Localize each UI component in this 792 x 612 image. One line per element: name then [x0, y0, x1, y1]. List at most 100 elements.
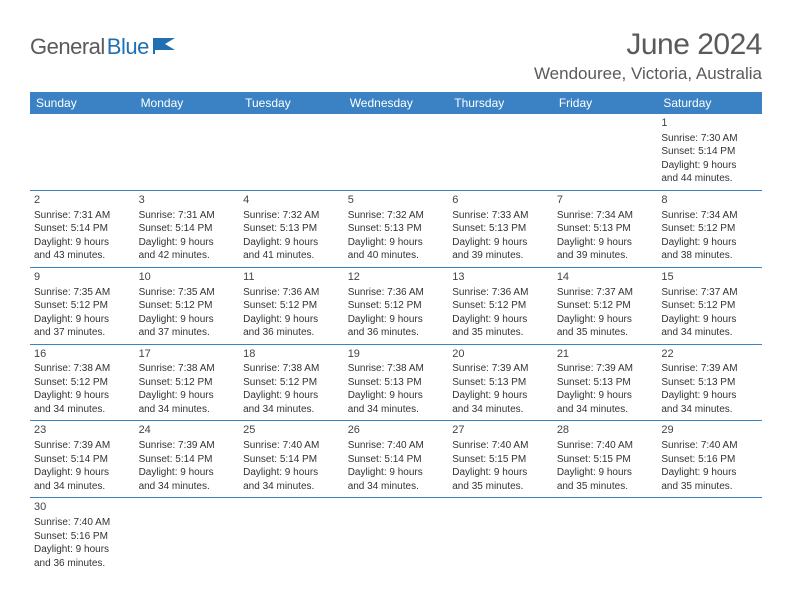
cell-sunrise: Sunrise: 7:38 AM [243, 362, 340, 376]
cell-sunset: Sunset: 5:13 PM [348, 222, 445, 236]
cell-day1: Daylight: 9 hours [661, 466, 758, 480]
calendar-cell: 14Sunrise: 7:37 AMSunset: 5:12 PMDayligh… [553, 267, 658, 344]
calendar-row: 2Sunrise: 7:31 AMSunset: 5:14 PMDaylight… [30, 190, 762, 267]
calendar-cell: 6Sunrise: 7:33 AMSunset: 5:13 PMDaylight… [448, 190, 553, 267]
calendar-cell [344, 114, 449, 190]
cell-sunrise: Sunrise: 7:32 AM [243, 209, 340, 223]
calendar-cell: 21Sunrise: 7:39 AMSunset: 5:13 PMDayligh… [553, 344, 658, 421]
cell-day1: Daylight: 9 hours [557, 236, 654, 250]
calendar-cell: 16Sunrise: 7:38 AMSunset: 5:12 PMDayligh… [30, 344, 135, 421]
cell-day1: Daylight: 9 hours [243, 313, 340, 327]
calendar-cell [135, 498, 240, 574]
calendar-table: Sunday Monday Tuesday Wednesday Thursday… [30, 92, 762, 574]
header: General Blue June 2024 Wendouree, Victor… [30, 28, 762, 84]
calendar-cell: 15Sunrise: 7:37 AMSunset: 5:12 PMDayligh… [657, 267, 762, 344]
cell-sunrise: Sunrise: 7:36 AM [348, 286, 445, 300]
calendar-cell [553, 498, 658, 574]
cell-day1: Daylight: 9 hours [661, 236, 758, 250]
cell-sunset: Sunset: 5:12 PM [557, 299, 654, 313]
calendar-row: 16Sunrise: 7:38 AMSunset: 5:12 PMDayligh… [30, 344, 762, 421]
cell-sunrise: Sunrise: 7:34 AM [557, 209, 654, 223]
calendar-cell: 4Sunrise: 7:32 AMSunset: 5:13 PMDaylight… [239, 190, 344, 267]
calendar-cell: 26Sunrise: 7:40 AMSunset: 5:14 PMDayligh… [344, 421, 449, 498]
cell-sunset: Sunset: 5:16 PM [34, 530, 131, 544]
cell-day2: and 36 minutes. [34, 557, 131, 571]
cell-sunset: Sunset: 5:12 PM [243, 299, 340, 313]
calendar-cell [553, 114, 658, 190]
cell-day2: and 41 minutes. [243, 249, 340, 263]
calendar-row: 30Sunrise: 7:40 AMSunset: 5:16 PMDayligh… [30, 498, 762, 574]
calendar-cell [448, 114, 553, 190]
cell-day1: Daylight: 9 hours [557, 389, 654, 403]
cell-sunset: Sunset: 5:14 PM [34, 222, 131, 236]
cell-day1: Daylight: 9 hours [34, 389, 131, 403]
cell-sunrise: Sunrise: 7:32 AM [348, 209, 445, 223]
cell-day2: and 34 minutes. [34, 480, 131, 494]
calendar-cell: 20Sunrise: 7:39 AMSunset: 5:13 PMDayligh… [448, 344, 553, 421]
cell-sunset: Sunset: 5:13 PM [661, 376, 758, 390]
day-number: 13 [452, 270, 549, 285]
cell-sunrise: Sunrise: 7:39 AM [661, 362, 758, 376]
day-number: 14 [557, 270, 654, 285]
calendar-cell [135, 114, 240, 190]
cell-sunrise: Sunrise: 7:31 AM [139, 209, 236, 223]
cell-sunrise: Sunrise: 7:35 AM [34, 286, 131, 300]
cell-sunrise: Sunrise: 7:34 AM [661, 209, 758, 223]
cell-sunrise: Sunrise: 7:37 AM [661, 286, 758, 300]
cell-sunset: Sunset: 5:12 PM [243, 376, 340, 390]
calendar-cell: 18Sunrise: 7:38 AMSunset: 5:12 PMDayligh… [239, 344, 344, 421]
day-number: 27 [452, 423, 549, 438]
cell-day2: and 34 minutes. [139, 480, 236, 494]
calendar-cell: 12Sunrise: 7:36 AMSunset: 5:12 PMDayligh… [344, 267, 449, 344]
cell-sunrise: Sunrise: 7:40 AM [243, 439, 340, 453]
col-friday: Friday [553, 92, 658, 114]
calendar-cell: 7Sunrise: 7:34 AMSunset: 5:13 PMDaylight… [553, 190, 658, 267]
col-monday: Monday [135, 92, 240, 114]
calendar-cell: 22Sunrise: 7:39 AMSunset: 5:13 PMDayligh… [657, 344, 762, 421]
cell-day2: and 34 minutes. [139, 403, 236, 417]
cell-sunset: Sunset: 5:12 PM [661, 299, 758, 313]
cell-sunrise: Sunrise: 7:37 AM [557, 286, 654, 300]
cell-sunset: Sunset: 5:12 PM [661, 222, 758, 236]
cell-day1: Daylight: 9 hours [34, 466, 131, 480]
cell-day1: Daylight: 9 hours [452, 389, 549, 403]
cell-sunset: Sunset: 5:13 PM [557, 376, 654, 390]
calendar-cell: 27Sunrise: 7:40 AMSunset: 5:15 PMDayligh… [448, 421, 553, 498]
cell-sunrise: Sunrise: 7:31 AM [34, 209, 131, 223]
calendar-cell: 1Sunrise: 7:30 AMSunset: 5:14 PMDaylight… [657, 114, 762, 190]
cell-day2: and 34 minutes. [243, 403, 340, 417]
cell-sunset: Sunset: 5:14 PM [243, 453, 340, 467]
day-number: 28 [557, 423, 654, 438]
cell-sunset: Sunset: 5:14 PM [139, 453, 236, 467]
calendar-cell: 5Sunrise: 7:32 AMSunset: 5:13 PMDaylight… [344, 190, 449, 267]
cell-day1: Daylight: 9 hours [452, 466, 549, 480]
day-number: 23 [34, 423, 131, 438]
day-number: 22 [661, 347, 758, 362]
logo-text-gray: General [30, 34, 105, 60]
cell-day1: Daylight: 9 hours [452, 236, 549, 250]
cell-day2: and 44 minutes. [661, 172, 758, 186]
col-saturday: Saturday [657, 92, 762, 114]
cell-day2: and 34 minutes. [243, 480, 340, 494]
cell-sunrise: Sunrise: 7:36 AM [243, 286, 340, 300]
day-number: 12 [348, 270, 445, 285]
cell-day1: Daylight: 9 hours [139, 313, 236, 327]
calendar-cell: 25Sunrise: 7:40 AMSunset: 5:14 PMDayligh… [239, 421, 344, 498]
cell-day2: and 34 minutes. [557, 403, 654, 417]
col-sunday: Sunday [30, 92, 135, 114]
cell-sunset: Sunset: 5:13 PM [243, 222, 340, 236]
cell-sunrise: Sunrise: 7:39 AM [34, 439, 131, 453]
day-number: 8 [661, 193, 758, 208]
cell-day2: and 35 minutes. [557, 326, 654, 340]
cell-sunset: Sunset: 5:13 PM [452, 376, 549, 390]
day-number: 29 [661, 423, 758, 438]
cell-day2: and 37 minutes. [139, 326, 236, 340]
cell-sunset: Sunset: 5:12 PM [34, 299, 131, 313]
cell-sunrise: Sunrise: 7:40 AM [34, 516, 131, 530]
cell-day2: and 35 minutes. [661, 480, 758, 494]
calendar-cell [657, 498, 762, 574]
cell-sunset: Sunset: 5:14 PM [139, 222, 236, 236]
col-tuesday: Tuesday [239, 92, 344, 114]
cell-sunset: Sunset: 5:13 PM [348, 376, 445, 390]
month-title: June 2024 [534, 28, 762, 62]
